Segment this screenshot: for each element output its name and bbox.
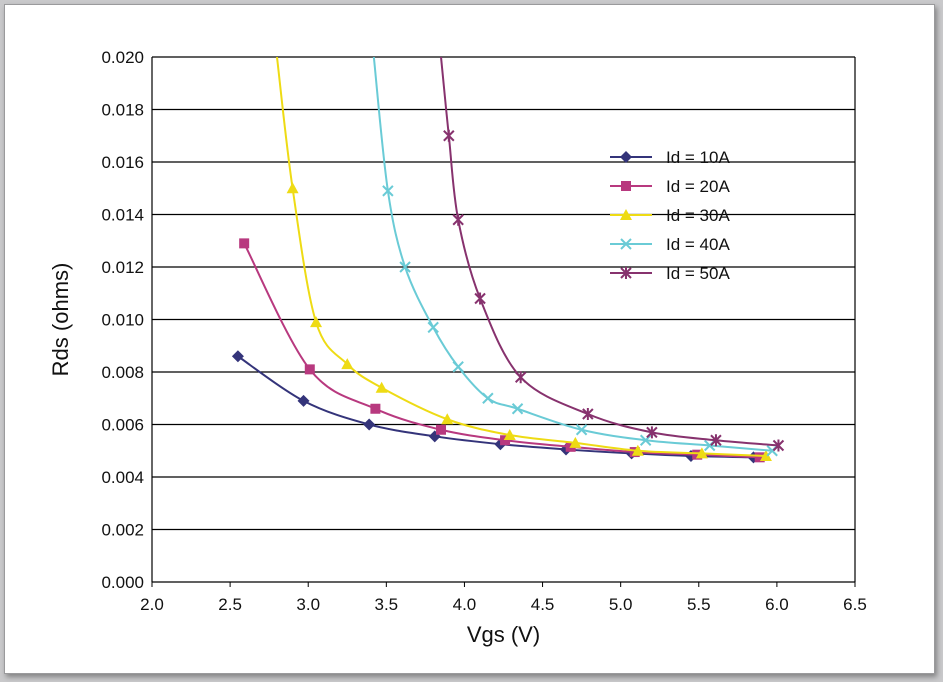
legend-label: Id = 40A	[666, 235, 730, 254]
y-tick-label: 0.018	[101, 101, 144, 120]
marker-id-30a	[310, 316, 323, 328]
x-tick-label: 3.5	[375, 595, 399, 614]
axes: 0.000 0.002 0.004 0.006 0.008 0.010 0.012 0.014…	[101, 48, 866, 614]
x-tick-label: 2.0	[140, 595, 164, 614]
x-tick-label: 6.5	[843, 595, 867, 614]
marker-id-30a	[441, 413, 454, 425]
x-tick-label: 3.0	[296, 595, 320, 614]
marker-id-20a	[304, 364, 315, 375]
chart-frame	[4, 4, 935, 674]
legend-item-id-20a: Id = 20A	[610, 177, 730, 196]
marker-id-30a	[695, 447, 708, 459]
x-axis-title: Vgs (V)	[467, 622, 540, 647]
marker-id-20a	[370, 403, 381, 414]
series-group	[231, 57, 785, 464]
marker-id-50a	[772, 439, 785, 452]
marker-id-20a	[754, 452, 765, 463]
marker-legend-id-20a	[621, 181, 631, 191]
y-tick-label: 0.016	[101, 153, 144, 172]
legend-label: Id = 30A	[666, 206, 730, 225]
marker-id-40a	[382, 185, 394, 197]
marker-id-40a	[399, 261, 411, 273]
legend-label: Id = 10A	[666, 148, 730, 167]
marker-legend-id-50a	[620, 267, 632, 279]
x-tick-label: 2.5	[218, 595, 242, 614]
marker-id-20a	[239, 238, 250, 249]
series-id-30a	[275, 57, 772, 461]
marker-id-50a	[514, 371, 527, 384]
marker-id-20a	[500, 435, 511, 446]
y-tick-label: 0.020	[101, 48, 144, 67]
y-tick-label: 0.014	[101, 206, 144, 225]
marker-id-40a	[452, 361, 464, 373]
marker-legend-id-10a	[620, 151, 632, 163]
marker-id-50a	[443, 129, 455, 142]
x-tick-label: 4.0	[453, 595, 477, 614]
marker-id-40a	[639, 434, 652, 446]
y-tick-label: 0.008	[101, 363, 144, 382]
legend-item-id-10a: Id = 10A	[610, 148, 730, 167]
marker-id-10a	[231, 350, 244, 363]
y-axis-title: Rds (ohms)	[48, 263, 73, 377]
y-tick-label: 0.004	[101, 468, 144, 487]
marker-id-50a	[710, 434, 722, 447]
marker-id-30a	[569, 436, 582, 448]
marker-legend-id-30a	[620, 209, 632, 220]
series-id-40a	[372, 57, 778, 457]
x-tick-label: 5.0	[609, 595, 633, 614]
x-tick-label: 4.5	[531, 595, 555, 614]
y-tick-label: 0.000	[101, 573, 144, 592]
marker-id-20a	[692, 449, 703, 460]
legend: Id = 10A Id = 20A Id = 30A Id = 40A Id = 50A	[610, 148, 730, 283]
marker-id-30a	[759, 450, 772, 461]
y-tick-label: 0.002	[101, 521, 144, 540]
series-id-50a	[440, 57, 785, 452]
marker-id-30a	[631, 444, 644, 456]
legend-item-id-30a: Id = 30A	[610, 206, 730, 225]
y-tick-label: 0.010	[101, 311, 144, 330]
x-tick-label: 5.5	[687, 595, 711, 614]
marker-id-30a	[286, 182, 299, 194]
marker-legend-id-40a	[620, 238, 632, 250]
marker-id-30a	[503, 429, 516, 440]
y-tick-label: 0.012	[101, 258, 144, 277]
legend-label: Id = 20A	[666, 177, 730, 196]
series-line-id-30a	[275, 57, 766, 457]
marker-id-40a	[482, 392, 494, 404]
marker-id-50a	[646, 426, 658, 439]
marker-id-40a	[427, 321, 439, 334]
marker-id-40a	[511, 403, 524, 415]
marker-id-20a	[436, 424, 447, 435]
marker-id-10a	[363, 418, 376, 431]
legend-label: Id = 50A	[666, 264, 730, 283]
legend-item-id-50a: Id = 50A	[610, 264, 730, 283]
gridlines	[152, 56, 855, 531]
marker-id-30a	[375, 381, 388, 393]
y-tick-label: 0.006	[101, 416, 144, 435]
x-tick-label: 6.0	[765, 595, 789, 614]
marker-id-10a	[297, 394, 310, 407]
marker-id-40a	[575, 424, 588, 436]
series-line-id-50a	[440, 57, 779, 447]
marker-id-30a	[341, 358, 354, 370]
marker-id-50a	[474, 292, 486, 305]
legend-item-id-40a: Id = 40A	[610, 235, 730, 254]
marker-id-50a	[582, 408, 594, 420]
marker-id-50a	[452, 213, 464, 226]
